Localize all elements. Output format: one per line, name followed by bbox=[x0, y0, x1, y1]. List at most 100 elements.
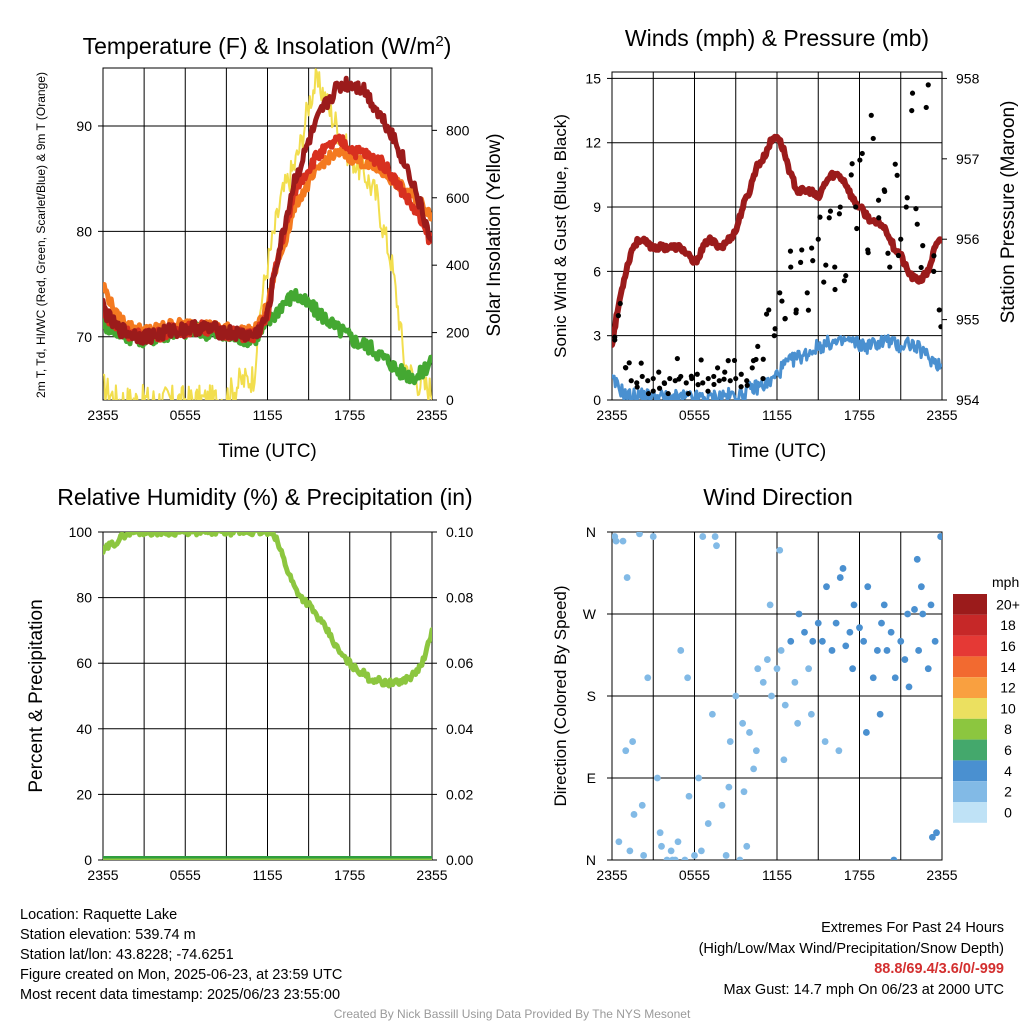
colorbar-swatch bbox=[953, 635, 987, 657]
y-axis-label: 2m T, Td, HI/WC (Red, Green, Scarlet/Blu… bbox=[34, 72, 48, 398]
direction-point bbox=[697, 847, 705, 855]
gust-point bbox=[841, 278, 847, 284]
gust-point bbox=[645, 378, 651, 384]
x-axis-label: Time (UTC) bbox=[728, 441, 827, 462]
direction-point bbox=[828, 647, 836, 654]
gust-point bbox=[650, 375, 656, 382]
direction-point bbox=[823, 583, 830, 591]
direction-point bbox=[636, 532, 643, 538]
gust-point bbox=[667, 375, 673, 382]
gust-point bbox=[766, 307, 772, 313]
y-tick-label: 100 bbox=[69, 524, 93, 540]
direction-point bbox=[897, 637, 905, 645]
direction-point bbox=[656, 829, 664, 837]
gust-point bbox=[832, 264, 838, 270]
direction-point bbox=[814, 619, 822, 627]
x-tick-label: 1755 bbox=[334, 867, 365, 883]
credit-text: Created By Nick Bassill Using Data Provi… bbox=[333, 1007, 691, 1021]
direction-point bbox=[883, 647, 891, 654]
direction-point bbox=[691, 852, 698, 859]
gust-point bbox=[700, 380, 706, 386]
gust-point bbox=[788, 264, 794, 270]
direction-point bbox=[805, 665, 813, 673]
direction-point bbox=[821, 738, 829, 745]
gust-point bbox=[848, 172, 854, 178]
y2-tick-label: 955 bbox=[956, 312, 980, 328]
direction-point bbox=[740, 788, 748, 796]
direction-point bbox=[653, 774, 661, 782]
gust-point bbox=[771, 333, 777, 339]
y-tick-label: 15 bbox=[585, 70, 601, 86]
gust-point bbox=[826, 215, 832, 221]
colorbar-label: 18 bbox=[1000, 617, 1016, 633]
direction-point bbox=[739, 719, 747, 727]
chart-title: Relative Humidity (%) & Precipitation (i… bbox=[57, 484, 472, 510]
gust-point bbox=[615, 313, 621, 319]
direction-point bbox=[876, 710, 884, 718]
gust-point bbox=[711, 381, 717, 388]
direction-point bbox=[674, 838, 682, 846]
direction-point bbox=[732, 692, 740, 700]
gust-point bbox=[805, 307, 812, 313]
y2-tick-label: 600 bbox=[446, 190, 470, 206]
x-tick-label: 1155 bbox=[252, 867, 282, 883]
direction-point bbox=[619, 537, 627, 545]
gust-point bbox=[909, 107, 915, 114]
direction-point bbox=[630, 811, 638, 818]
direction-point bbox=[891, 674, 899, 682]
direction-point bbox=[629, 738, 637, 745]
gust-point bbox=[875, 197, 882, 203]
direction-point bbox=[752, 747, 760, 755]
gust-point bbox=[832, 286, 838, 293]
direction-point bbox=[887, 628, 895, 636]
direction-point bbox=[754, 665, 762, 673]
y-tick-label: 60 bbox=[76, 655, 92, 671]
gust-point bbox=[904, 195, 910, 201]
series-line-hi-wc bbox=[103, 75, 432, 346]
y-tick-label: 0 bbox=[84, 852, 92, 868]
x-tick-label: 1755 bbox=[844, 407, 875, 423]
y2-tick-label: 0.06 bbox=[446, 655, 473, 671]
y-tick-label: 80 bbox=[76, 590, 92, 606]
direction-point bbox=[862, 729, 870, 736]
y2-axis-label: Solar Insolation (Yellow) bbox=[484, 133, 505, 336]
gust-point bbox=[865, 250, 871, 256]
direction-point bbox=[623, 574, 631, 581]
y-tick-label: 6 bbox=[593, 263, 601, 279]
colorbar-swatch bbox=[953, 594, 987, 615]
gust-point bbox=[772, 326, 778, 332]
direction-point bbox=[919, 610, 927, 618]
gust-point bbox=[661, 380, 668, 387]
series-line-solar-insolation bbox=[103, 68, 432, 400]
chart-title: Winds (mph) & Pressure (mb) bbox=[625, 25, 929, 51]
direction-point bbox=[794, 719, 802, 727]
direction-point bbox=[807, 710, 815, 718]
gust-point bbox=[859, 150, 865, 157]
gust-point bbox=[674, 355, 680, 362]
recent-data-text: Most recent data timestamp: 2025/06/23 2… bbox=[20, 987, 341, 1003]
gust-point bbox=[622, 364, 629, 371]
gust-point bbox=[731, 357, 738, 364]
direction-point bbox=[846, 628, 854, 636]
x-axis-label: Time (UTC) bbox=[218, 441, 317, 462]
direction-point bbox=[809, 637, 817, 645]
y-tick-label: 70 bbox=[76, 329, 92, 345]
gust-point bbox=[827, 208, 834, 214]
gust-point bbox=[628, 378, 634, 384]
location-text: Location: Raquette Lake bbox=[20, 907, 178, 923]
gust-point bbox=[738, 384, 744, 390]
gust-point bbox=[920, 243, 926, 249]
chart-title: Temperature (F) & Insolation (W/m2) bbox=[83, 33, 452, 60]
y2-tick-label: 0.10 bbox=[446, 524, 473, 540]
gust-point bbox=[898, 236, 904, 242]
gust-point bbox=[821, 279, 827, 285]
direction-point bbox=[713, 542, 720, 550]
gust-point bbox=[810, 258, 816, 264]
gust-point bbox=[676, 376, 682, 382]
gust-point bbox=[885, 250, 891, 256]
y-tick-label: E bbox=[587, 770, 596, 786]
colorbar-label: 0 bbox=[1004, 804, 1012, 820]
y2-tick-label: 0.08 bbox=[446, 590, 473, 606]
direction-point bbox=[685, 792, 693, 800]
y-tick-label: 3 bbox=[593, 328, 601, 344]
